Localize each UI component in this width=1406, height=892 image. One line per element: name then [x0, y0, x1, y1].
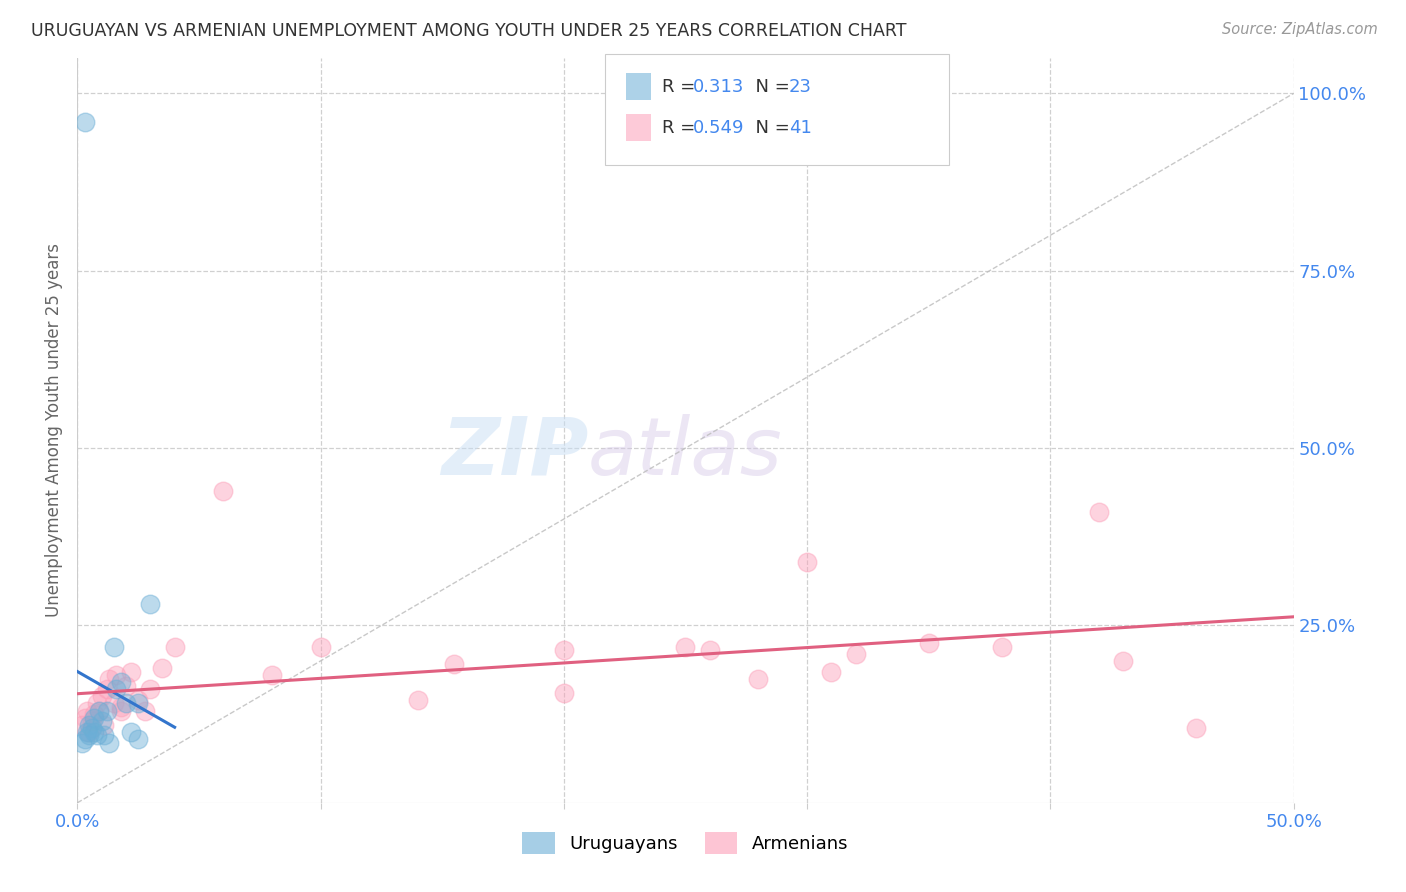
Point: [79, 724, 101, 739]
Point: [80, 714, 103, 729]
Text: R =: R =: [662, 119, 702, 136]
Point: [110, 675, 132, 690]
Point: [105, 682, 128, 697]
Point: [93, 718, 115, 732]
Point: [675, 640, 697, 654]
Point: [747, 672, 769, 686]
Text: R =: R =: [662, 78, 702, 95]
Point: [90, 714, 112, 729]
Point: [120, 724, 142, 739]
Point: [127, 731, 149, 746]
Point: [139, 597, 162, 611]
Point: [260, 668, 283, 682]
Point: [127, 693, 149, 707]
Point: [73, 711, 96, 725]
Point: [796, 555, 818, 569]
Point: [83, 724, 105, 739]
Point: [139, 682, 162, 697]
Point: [97, 735, 120, 749]
Text: 41: 41: [789, 119, 811, 136]
Point: [70, 718, 93, 732]
Point: [918, 636, 941, 650]
Point: [134, 704, 156, 718]
Text: Source: ZipAtlas.com: Source: ZipAtlas.com: [1222, 22, 1378, 37]
Legend: Uruguayans, Armenians: Uruguayans, Armenians: [515, 824, 856, 861]
Text: N =: N =: [744, 119, 796, 136]
Text: 0.549: 0.549: [693, 119, 745, 136]
Y-axis label: Unemployment Among Youth under 25 years: Unemployment Among Youth under 25 years: [45, 244, 63, 617]
Text: 23: 23: [789, 78, 811, 95]
Point: [406, 693, 429, 707]
Point: [79, 718, 101, 732]
Point: [152, 661, 174, 675]
Point: [80, 721, 103, 735]
Point: [699, 643, 721, 657]
Point: [1112, 654, 1135, 668]
Point: [127, 697, 149, 711]
Point: [212, 483, 235, 498]
Point: [103, 697, 125, 711]
Point: [73, 115, 96, 129]
Point: [553, 643, 575, 657]
Point: [97, 672, 120, 686]
Point: [309, 640, 332, 654]
Point: [845, 647, 868, 661]
Point: [120, 665, 142, 679]
Point: [443, 657, 465, 672]
Text: URUGUAYAN VS ARMENIAN UNEMPLOYMENT AMONG YOUTH UNDER 25 YEARS CORRELATION CHART: URUGUAYAN VS ARMENIAN UNEMPLOYMENT AMONG…: [31, 22, 907, 40]
Point: [553, 686, 575, 700]
Point: [89, 704, 111, 718]
Text: ZIP: ZIP: [440, 414, 588, 491]
Point: [79, 728, 101, 742]
Point: [86, 697, 108, 711]
Text: atlas: atlas: [588, 414, 783, 491]
Text: 0.313: 0.313: [693, 78, 745, 95]
Point: [76, 724, 98, 739]
Point: [1185, 721, 1208, 735]
Point: [96, 704, 118, 718]
Point: [76, 704, 98, 718]
Point: [70, 735, 93, 749]
Point: [103, 640, 125, 654]
Point: [115, 679, 138, 693]
Point: [73, 731, 96, 746]
Point: [105, 668, 128, 682]
Point: [110, 700, 132, 714]
Point: [96, 682, 118, 697]
Point: [820, 665, 842, 679]
Point: [93, 728, 115, 742]
Point: [1088, 505, 1111, 519]
Point: [163, 640, 186, 654]
Point: [83, 711, 105, 725]
Point: [83, 707, 105, 722]
Point: [115, 697, 138, 711]
Point: [89, 704, 111, 718]
Point: [110, 704, 132, 718]
Point: [990, 640, 1012, 654]
Point: [86, 728, 108, 742]
Text: N =: N =: [744, 78, 796, 95]
Point: [90, 690, 112, 704]
